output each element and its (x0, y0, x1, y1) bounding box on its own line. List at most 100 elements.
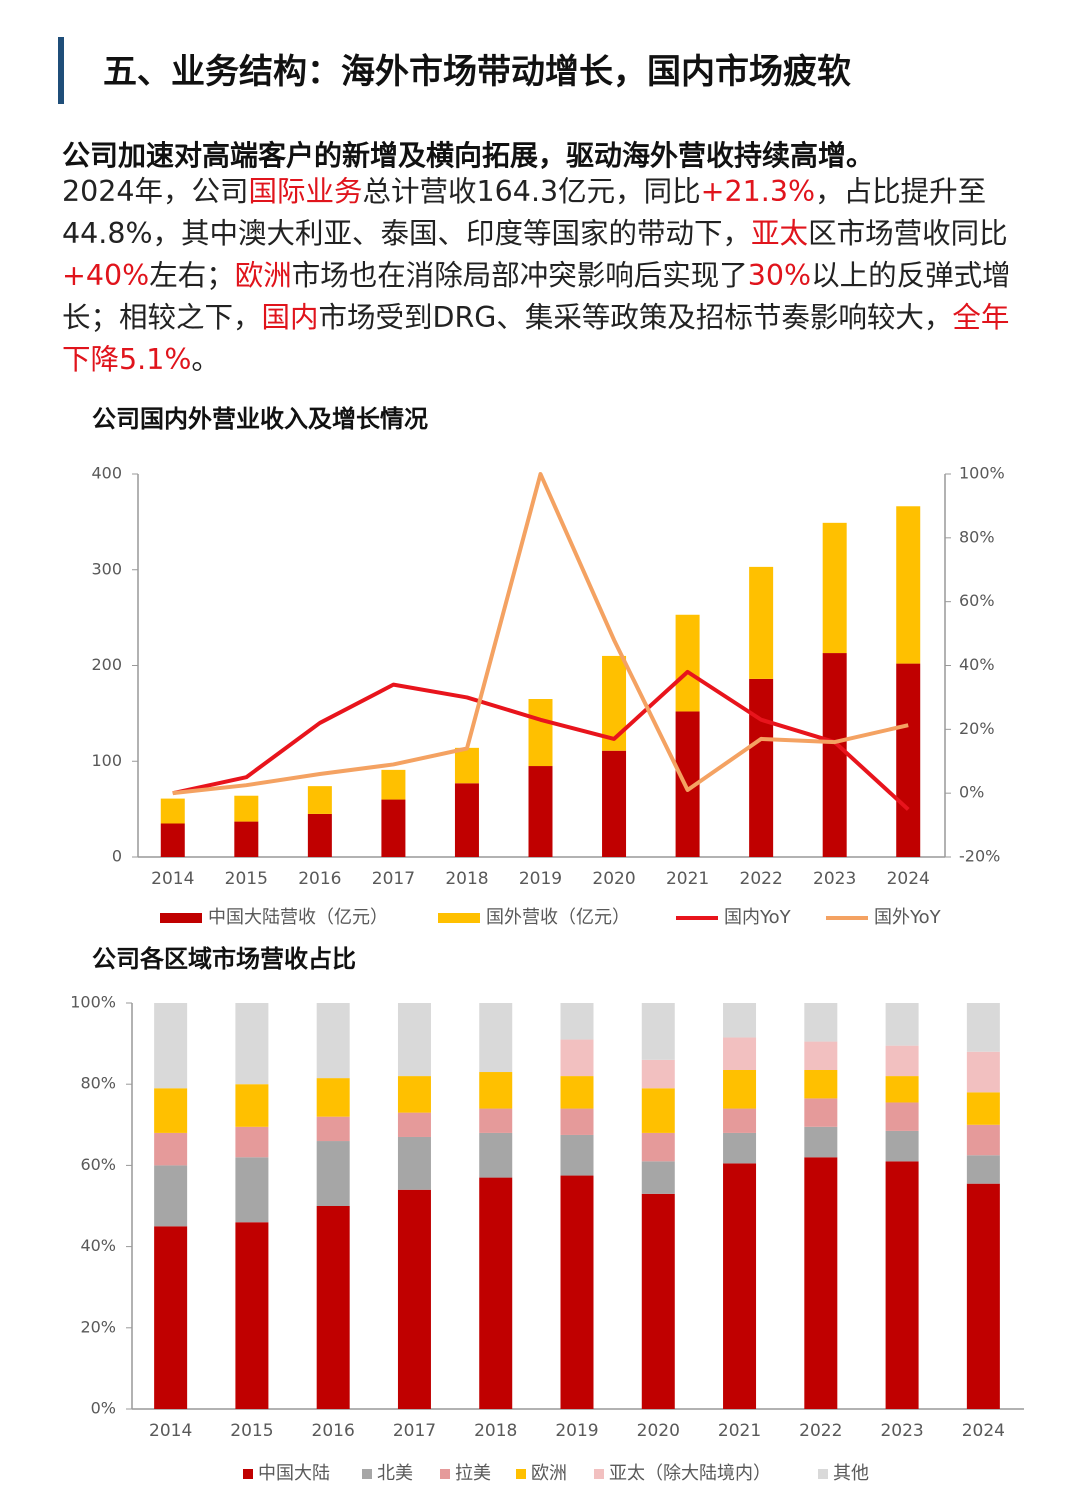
highlight-text: 国际业务 (248, 175, 363, 208)
bar-segment (966, 1092, 1000, 1125)
bar-segment (560, 1003, 594, 1040)
text-run: ，占比提升至44.8%，其中澳大利亚、泰国、印度等国家的带动下， (62, 175, 987, 250)
bar-segment (316, 1078, 350, 1117)
bar-segment (560, 1039, 594, 1077)
x-tick-label: 2014 (151, 869, 194, 889)
bar-segment (885, 1003, 919, 1046)
x-tick-label: 2017 (393, 1421, 436, 1441)
legend-label: 拉美 (455, 1463, 491, 1484)
bar-segment (316, 1206, 350, 1409)
bar-segment (641, 1132, 675, 1162)
bar-segment (454, 747, 479, 784)
bar-segment (160, 798, 185, 824)
bar-segment (235, 1084, 269, 1127)
x-tick-label: 2023 (813, 869, 856, 889)
y-tick-label: 100% (70, 993, 116, 1012)
legend-swatch (243, 1469, 253, 1479)
x-tick-label: 2018 (474, 1421, 517, 1441)
legend-label: 中国大陆营收（亿元） (208, 907, 388, 928)
bar-segment (885, 1076, 919, 1103)
bar-segment (528, 766, 553, 857)
bar-segment (641, 1088, 675, 1133)
bar-segment (723, 1132, 757, 1164)
legend-swatch (516, 1469, 526, 1479)
bar-segment (397, 1003, 431, 1077)
bar-segment (479, 1072, 513, 1109)
x-tick-label: 2014 (149, 1421, 192, 1441)
y2-tick-label: 60% (959, 591, 995, 610)
bar-segment (479, 1132, 513, 1178)
highlight-text: 全年下降5.1% (62, 301, 1010, 376)
y2-tick-label: 0% (959, 783, 984, 802)
lead-text: 公司加速对高端客户的新增及横向拓展，驱动海外营收持续高增。 (62, 139, 875, 172)
text-run: 2024年，公司 (62, 175, 249, 208)
text-run: 区市场营收同比 (808, 217, 1008, 250)
bar-segment (154, 1088, 188, 1133)
text-run: 以上的反弹式增长；相较之下， (62, 259, 1011, 334)
legend-label: 欧洲 (531, 1463, 567, 1484)
body-text: 2024年，公司国际业务总计营收164.3亿元，同比+21.3%，占比提升至44… (62, 171, 1022, 381)
legend-label: 中国大陆 (258, 1463, 330, 1484)
legend-swatch (440, 1469, 450, 1479)
chart-title: 公司各区域市场营收占比 (92, 945, 356, 973)
x-tick-label: 2017 (372, 869, 415, 889)
x-tick-label: 2016 (298, 869, 341, 889)
bar-segment (307, 813, 332, 857)
bar-segment (885, 1045, 919, 1077)
text-run: 左右； (149, 259, 235, 292)
legend-swatch (594, 1469, 604, 1479)
bar-segment (479, 1177, 513, 1409)
x-tick-label: 2021 (718, 1421, 761, 1441)
y-tick-label: 300 (91, 559, 122, 578)
line-series (172, 472, 909, 796)
y-tick-label: 100 (91, 751, 122, 770)
y-tick-label: 20% (80, 1317, 116, 1336)
y-tick-label: 200 (91, 655, 122, 674)
x-tick-label: 2019 (555, 1421, 598, 1441)
bar-segment (397, 1189, 431, 1409)
bar-segment (154, 1003, 188, 1089)
x-tick-label: 2024 (887, 869, 930, 889)
bar-segment (885, 1102, 919, 1131)
bar-segment (479, 1108, 513, 1133)
x-tick-label: 2015 (225, 869, 268, 889)
bar-segment (966, 1124, 1000, 1156)
legend-swatch (362, 1469, 372, 1479)
bar-segment (896, 506, 921, 664)
x-tick-label: 2015 (230, 1421, 273, 1441)
bar-segment (381, 769, 406, 800)
bar-segment (560, 1134, 594, 1176)
bar-segment (723, 1108, 757, 1133)
heading: 五、业务结构：海外市场带动增长，国内市场疲软 (103, 52, 851, 92)
heading-bar (58, 37, 64, 104)
legend-swatch (160, 913, 202, 923)
y-tick-label: 40% (80, 1236, 116, 1255)
x-tick-label: 2023 (880, 1421, 923, 1441)
bar-segment (966, 1155, 1000, 1184)
y-tick-label: 0 (112, 847, 122, 866)
bar-segment (235, 1126, 269, 1158)
bar-segment (316, 1003, 350, 1079)
bar-segment (822, 522, 847, 654)
bar-segment (235, 1157, 269, 1223)
bar-segment (723, 1163, 757, 1409)
y2-tick-label: -20% (959, 847, 1000, 866)
bar-segment (560, 1175, 594, 1409)
legend-label: 国外营收（亿元） (486, 907, 630, 928)
y2-tick-label: 80% (959, 527, 995, 546)
bar-segment (397, 1136, 431, 1190)
text-run: 。 (191, 343, 220, 376)
bar-segment (749, 566, 774, 679)
text-run: 市场受到DRG、集采等政策及招标节奏影响较大， (318, 301, 953, 334)
y-tick-label: 400 (91, 464, 122, 483)
x-tick-label: 2018 (445, 869, 488, 889)
highlight-text: 30% (747, 259, 812, 292)
bar-segment (641, 1161, 675, 1194)
bar-segment (234, 795, 259, 822)
bar-segment (479, 1003, 513, 1073)
bar-segment (804, 1003, 838, 1042)
x-tick-label: 2020 (592, 869, 635, 889)
bar-segment (885, 1130, 919, 1162)
